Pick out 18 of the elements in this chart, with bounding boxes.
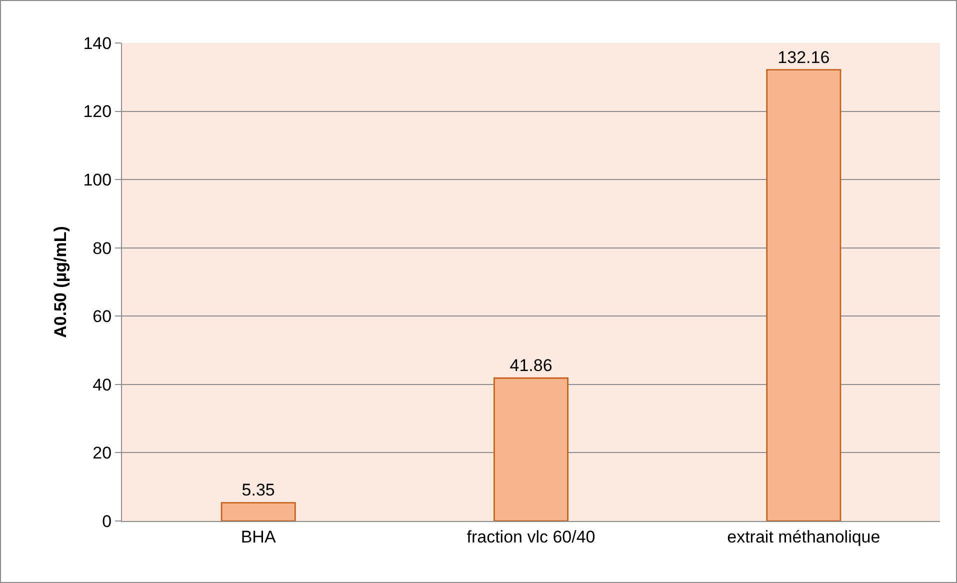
y-tick-label: 140 xyxy=(83,34,112,53)
y-tick-label: 80 xyxy=(92,238,112,258)
data-label: 5.35 xyxy=(242,480,275,500)
y-tick-label: 20 xyxy=(92,444,112,463)
bar xyxy=(494,377,568,521)
data-label: 132.16 xyxy=(778,48,830,67)
x-tick-label: fraction vlc 60/40 xyxy=(466,527,596,546)
y-axis-title: A0.50 (µg/mL) xyxy=(50,226,70,338)
bar xyxy=(766,69,842,521)
y-tick-label: 120 xyxy=(83,102,112,122)
y-tick-label: 60 xyxy=(92,307,112,326)
x-tick-label: extrait méthanolique xyxy=(727,527,880,546)
y-tick-label: 100 xyxy=(83,170,112,190)
bar xyxy=(220,502,296,521)
y-tick-label: 40 xyxy=(92,375,112,394)
x-tick-label: BHA xyxy=(240,527,276,546)
y-tick-label: 0 xyxy=(102,512,112,531)
data-label: 41.86 xyxy=(510,356,552,376)
